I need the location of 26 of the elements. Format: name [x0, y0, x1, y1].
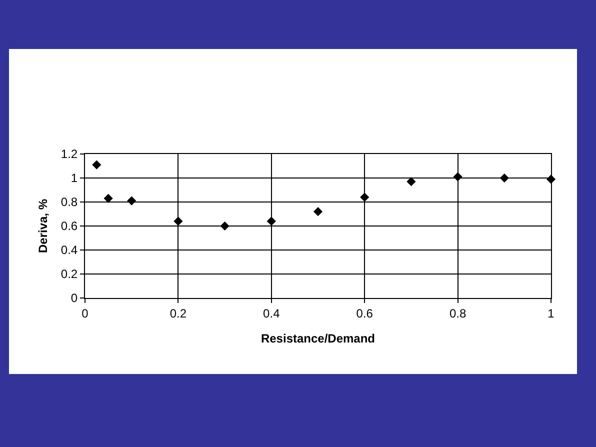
y-tick-label: 1.2	[60, 147, 78, 162]
x-tick-label: 0.2	[170, 306, 187, 320]
point	[220, 221, 230, 231]
point	[453, 172, 462, 182]
x-tick-label: 0.8	[449, 306, 466, 320]
y-tick-label: 0.6	[60, 219, 78, 234]
point	[500, 173, 509, 183]
x-axis-title: Resistance/Demand	[260, 331, 376, 346]
point	[127, 196, 136, 206]
x-tick-label: 0.6	[356, 306, 374, 320]
point	[266, 216, 276, 226]
y-tick-label: 0.8	[60, 195, 78, 210]
y-tick-label: 1	[70, 171, 78, 186]
point	[92, 160, 102, 170]
point	[406, 177, 416, 186]
point	[104, 194, 113, 203]
y-axis-title: Deriva, %	[36, 198, 50, 254]
point	[313, 207, 323, 216]
y-tick-label: 0.4	[60, 243, 78, 258]
x-tick-label: 0	[82, 306, 89, 320]
y-tick-label: 0	[70, 291, 78, 306]
y-tick-label: 0.2	[60, 267, 78, 282]
point	[360, 192, 370, 202]
x-tick-label: 1	[548, 306, 555, 320]
x-tick-label: 0.4	[263, 306, 280, 320]
point	[174, 216, 183, 226]
